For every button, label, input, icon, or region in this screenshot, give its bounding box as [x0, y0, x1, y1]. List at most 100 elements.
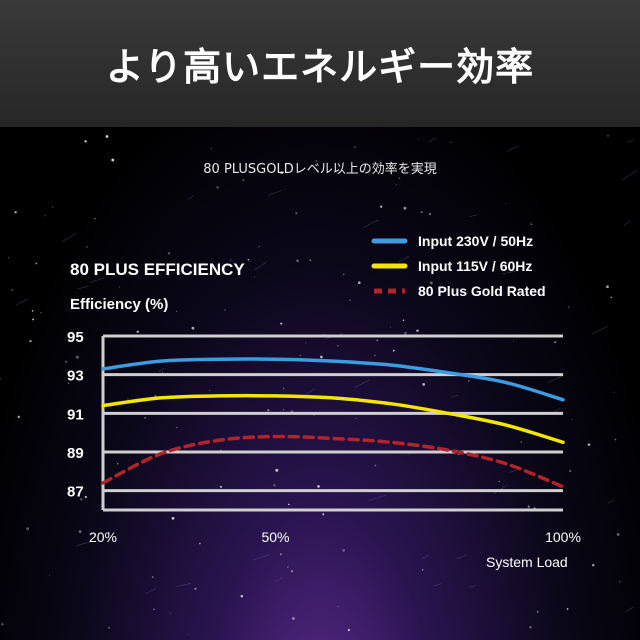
y-tick-label: 95 — [67, 329, 84, 346]
star — [229, 259, 232, 261]
star — [194, 587, 197, 590]
star — [219, 485, 223, 488]
star — [380, 205, 383, 208]
star — [416, 329, 419, 332]
star — [419, 172, 422, 175]
y-tick-label: 89 — [67, 445, 84, 462]
star — [40, 312, 42, 314]
star-streak — [89, 277, 105, 283]
star — [14, 211, 17, 214]
star — [374, 464, 377, 467]
star-streak — [61, 232, 77, 243]
star-streak — [362, 219, 379, 229]
star — [1, 623, 4, 626]
star — [287, 566, 289, 568]
star — [220, 449, 222, 451]
x-axis-label: System Load — [486, 554, 568, 570]
star — [320, 355, 323, 359]
star — [280, 553, 282, 556]
star — [80, 497, 83, 501]
star — [468, 380, 470, 382]
y-axis-label: Efficiency (%) — [70, 296, 168, 313]
star — [296, 259, 299, 262]
star — [529, 625, 532, 629]
star — [358, 281, 361, 284]
star-streak — [268, 190, 282, 196]
star-streak — [253, 554, 270, 560]
y-tick-label: 87 — [67, 484, 84, 501]
star-streak — [187, 195, 195, 200]
star — [450, 141, 452, 143]
star — [429, 212, 432, 216]
star — [267, 409, 270, 412]
star — [176, 427, 178, 429]
star — [94, 218, 96, 220]
star — [105, 135, 109, 138]
star — [403, 206, 407, 210]
star — [418, 138, 420, 140]
star — [84, 140, 87, 143]
star-streak — [456, 554, 467, 559]
star — [153, 608, 155, 611]
star — [430, 281, 433, 285]
series-line-3 — [101, 434, 565, 489]
star-streak — [548, 374, 564, 383]
legend-label: Input 115V / 60Hz — [418, 258, 532, 274]
star-streak — [428, 138, 437, 142]
star-streak — [15, 298, 29, 306]
series-line-1 — [101, 357, 565, 402]
star — [392, 349, 395, 352]
star-streak — [254, 261, 267, 271]
star — [342, 549, 346, 552]
star — [108, 626, 110, 629]
y-tick-label: 93 — [67, 368, 84, 385]
star — [337, 606, 339, 608]
series-layer — [101, 357, 565, 489]
star — [170, 612, 172, 614]
subtitle: 80 PLUSGOLDレベル以上の効率を実現 — [203, 162, 437, 177]
star-streak — [176, 583, 191, 587]
page-title: より高いエネルギー効率 — [105, 45, 535, 89]
star — [17, 415, 20, 419]
legend-label: Input 230V / 50Hz — [418, 233, 533, 249]
star — [75, 355, 79, 359]
star — [273, 484, 276, 487]
ticks-layer: 95 93 91 89 87 20% 50% 100% — [67, 329, 581, 545]
star — [84, 495, 87, 499]
star-streak — [591, 326, 608, 334]
star-streak — [76, 286, 89, 290]
star — [136, 330, 139, 333]
star — [402, 319, 405, 322]
star — [0, 377, 1, 380]
star — [337, 345, 339, 347]
star — [283, 409, 285, 411]
star — [167, 252, 171, 255]
star — [144, 416, 147, 419]
star — [607, 135, 609, 137]
star — [209, 389, 211, 391]
star — [78, 530, 82, 533]
star — [313, 414, 315, 416]
star — [118, 286, 120, 288]
star — [309, 259, 312, 262]
star-streak — [468, 214, 477, 218]
star — [527, 505, 530, 508]
star — [283, 387, 285, 389]
star-streak — [274, 577, 283, 583]
star — [530, 223, 533, 225]
star — [247, 259, 250, 261]
star — [51, 206, 53, 208]
star — [32, 318, 35, 321]
star — [463, 294, 465, 296]
star — [305, 341, 307, 343]
star — [390, 326, 391, 328]
star — [398, 177, 401, 180]
star — [107, 531, 110, 535]
star — [614, 438, 617, 441]
star — [258, 245, 260, 248]
x-tick-label: 100% — [545, 529, 581, 545]
star-streak — [622, 170, 638, 181]
star-streak — [433, 583, 442, 587]
star — [8, 257, 10, 259]
star-streak — [158, 367, 165, 373]
